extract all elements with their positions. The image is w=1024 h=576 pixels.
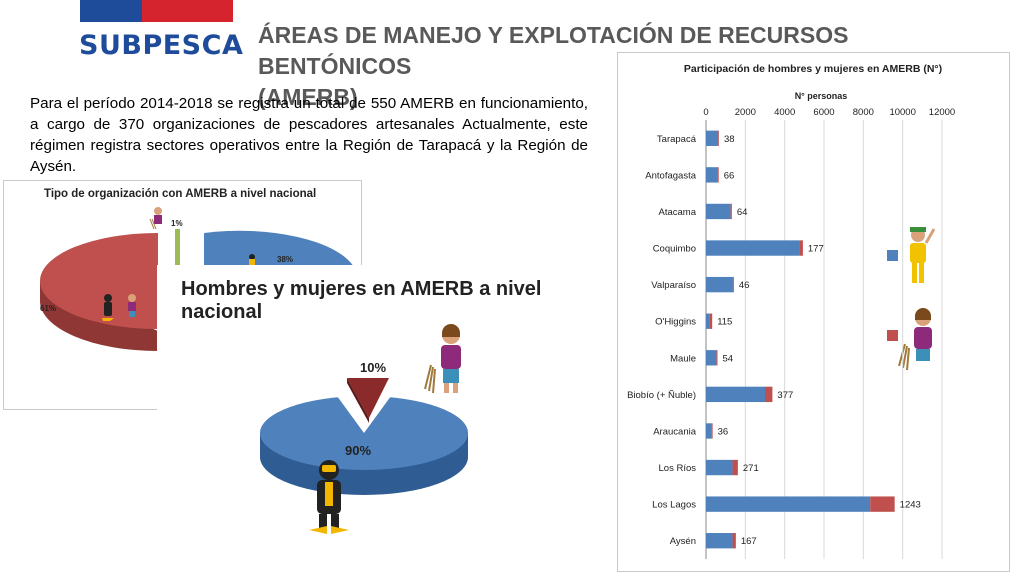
pie-label-1: 1%	[171, 219, 183, 228]
data-label: 38	[724, 134, 735, 145]
fisherwoman-icon	[128, 294, 136, 317]
bar-segment-women	[709, 313, 713, 329]
bar-segment-women	[732, 276, 734, 293]
bar-segment-women	[717, 167, 719, 183]
category-label: Maule	[670, 353, 696, 364]
data-label: 1243	[900, 500, 921, 511]
bar-segment-women	[732, 459, 738, 476]
pie-label-61: 61%	[40, 304, 56, 313]
category-label: Tarapacá	[657, 134, 697, 145]
category-label: Aysén	[670, 536, 696, 547]
pie-slice-1	[175, 229, 180, 271]
data-label: 271	[743, 463, 759, 474]
collector-icon	[149, 207, 162, 230]
bar-segment-men	[706, 203, 731, 220]
bar-segment-men	[706, 313, 710, 329]
data-label: 167	[741, 536, 757, 547]
pie-slice-side-10	[347, 378, 369, 423]
data-label: 115	[717, 317, 732, 328]
bar-segment-women	[732, 533, 736, 549]
fisherwoman-icon	[424, 324, 461, 394]
bar-segment-women	[730, 203, 732, 220]
x-tick-label: 10000	[889, 107, 915, 118]
category-label: Coquimbo	[653, 244, 696, 255]
pie-label-10: 10%	[360, 360, 386, 375]
bar-segment-men	[706, 423, 712, 439]
gender-pie-title: Hombres y mujeres en AMERB a nivel nacio…	[181, 278, 542, 323]
data-label: 46	[739, 280, 750, 291]
bar-segment-women	[765, 386, 773, 403]
legend-swatch-women	[887, 330, 898, 341]
data-label: 36	[718, 426, 729, 437]
slide-title-line1: ÁREAS DE MANEJO Y EXPLOTACIÓN DE RECURSO…	[258, 22, 849, 79]
pie-slice-10	[347, 378, 389, 418]
gender-region-bar-panel: Participación de hombres y mujeres en AM…	[617, 52, 1010, 572]
gender-pie-panel: Hombres y mujeres en AMERB a nivel nacio…	[157, 265, 604, 576]
category-label: Biobío (+ Ñuble)	[627, 390, 696, 401]
x-tick-label: 2000	[735, 107, 756, 118]
category-label: Atacama	[659, 207, 697, 218]
bar-segment-men	[706, 459, 733, 476]
diver-icon	[102, 294, 114, 321]
bar-segment-men	[706, 533, 733, 549]
bar-chart-xlabel: N° personas	[795, 91, 848, 101]
pie-label-38: 38%	[277, 255, 293, 264]
slide-title-line2: (AMERB)	[258, 84, 358, 110]
bar-segment-women	[718, 130, 719, 146]
category-label: Valparaíso	[651, 280, 696, 291]
bar-segment-women	[716, 350, 718, 366]
bar-segment-men	[706, 276, 733, 293]
bar-chart-title: Participación de hombres y mujeres en AM…	[684, 63, 942, 75]
bar-segment-men	[706, 167, 718, 183]
x-tick-label: 6000	[813, 107, 834, 118]
x-tick-label: 12000	[929, 107, 955, 118]
flag-red	[142, 0, 233, 22]
x-tick-label: 0	[703, 107, 708, 118]
data-label: 177	[808, 244, 824, 255]
intro-paragraph: Para el período 2014-2018 se registra un…	[30, 95, 588, 175]
bar-segment-women	[711, 423, 713, 439]
gender-region-bar-chart: Participación de hombres y mujeres en AM…	[627, 63, 955, 559]
diver-icon-small	[249, 254, 255, 265]
data-label: 66	[724, 170, 735, 181]
bar-segment-men	[706, 496, 871, 512]
category-label: Los Lagos	[652, 500, 696, 511]
woman-icon	[898, 308, 932, 371]
bar-segment-women	[870, 496, 895, 512]
x-tick-label: 8000	[853, 107, 874, 118]
category-label: Araucania	[653, 426, 696, 437]
diver-icon	[309, 460, 349, 534]
data-label: 64	[737, 207, 748, 218]
bar-segment-men	[706, 350, 717, 366]
organization-pie-chart: 61% 38% 1%	[40, 207, 354, 351]
man-icon	[910, 227, 936, 283]
organization-pie-title: Tipo de organización con AMERB a nivel n…	[44, 188, 317, 200]
data-label: 377	[777, 390, 793, 401]
gender-pie-chart: 90% 10%	[260, 324, 468, 534]
category-label: Los Ríos	[659, 463, 697, 474]
category-label: O'Higgins	[655, 317, 696, 328]
pie-label-90: 90%	[345, 443, 371, 458]
logo-flag	[80, 0, 233, 22]
bar-segment-men	[706, 386, 765, 403]
bar-segment-men	[706, 240, 800, 256]
legend-swatch-men	[887, 250, 898, 261]
pie-notch	[337, 396, 391, 433]
bar-segment-women	[799, 240, 803, 256]
data-label: 54	[722, 353, 733, 364]
slide-title: ÁREAS DE MANEJO Y EXPLOTACIÓN DE RECURSO…	[258, 20, 958, 113]
bar-segment-men	[706, 130, 719, 146]
category-label: Antofagasta	[645, 170, 696, 181]
x-tick-label: 4000	[774, 107, 795, 118]
subpesca-logo: SUBPESCA	[79, 30, 244, 61]
flag-blue	[80, 0, 142, 22]
